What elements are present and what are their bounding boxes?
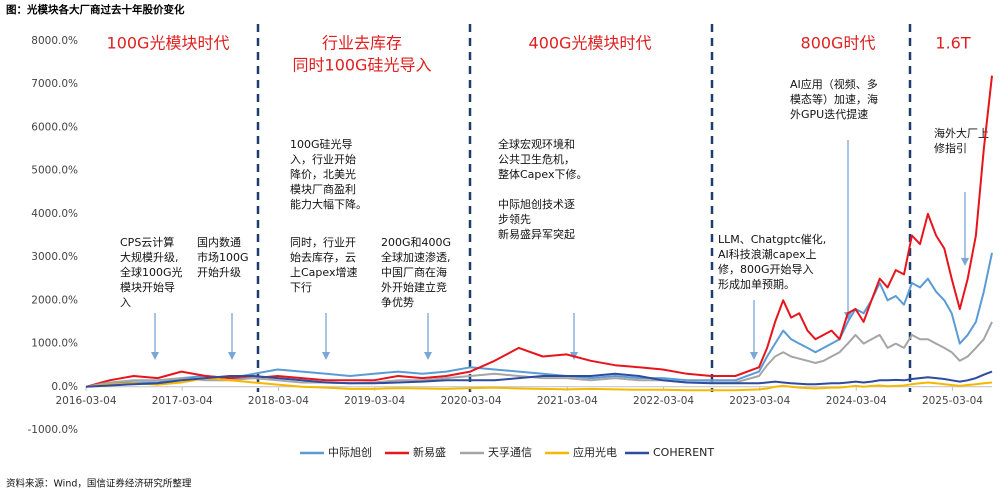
legend-label: 中际旭创 [328,445,372,459]
annotation: 外开始建立竞 [381,280,447,294]
phase-label: 800G时代 [801,34,876,53]
phase-label: 400G光模块时代 [529,34,652,53]
annotation: 中际旭创技术逐 [498,197,575,211]
legend-label: COHERENT [653,446,714,459]
arrows [151,140,969,360]
annotation: 全球宏观环境和 [498,137,575,151]
x-tick-label: 2020-03-04 [441,395,502,407]
annotation: 市场100G [197,250,249,264]
annotation: 外GPU迭代提速 [790,108,868,121]
legend-label: 应用光电 [573,445,617,459]
phase-label: 1.6T [935,34,970,53]
annotation: 大规模升级, [120,250,179,264]
x-tick-label: 2024-03-04 [826,395,887,407]
x-tick-label: 2021-03-04 [537,395,598,407]
y-tick-label: 5000.0% [31,165,78,177]
y-tick-label: 4000.0% [31,208,78,220]
legend-label: 新易盛 [413,445,446,459]
annotation: 同时，行业开 [290,236,356,249]
annotation: 公共卫生危机， [498,152,575,166]
annotation: 全球100G光 [120,265,183,279]
x-tick-label: 2022-03-04 [633,395,694,407]
series-line [85,377,993,392]
annotation: 整体Capex下修。 [498,167,588,181]
annotation: LLM、Chatgptc催化, [718,232,826,246]
y-tick-label: 1000.0% [31,338,78,350]
annotation: 降价，北美光 [290,167,356,181]
annotation: 修指引 [934,141,967,155]
source: 资料来源：Wind，国信证券经济研究所整理 [6,478,192,490]
phase-dividers [256,24,912,392]
annotation: 争优势 [381,295,414,309]
y-tick-label: 7000.0% [31,78,78,90]
annotation: 海外大厂上 [934,126,989,140]
annotation: 全球加速渗透, [381,250,451,264]
y-tick-label: 8000.0% [31,35,78,47]
arrow-head [750,352,758,360]
series-line [85,321,993,388]
arrow-head [424,352,432,360]
annotation: 入，行业开始 [290,152,356,166]
annotation: 中国厂商在海 [381,265,447,279]
annotation: 下行 [290,281,312,294]
arrow-head [961,258,969,266]
x-tick-label: 2017-03-04 [152,395,213,407]
annotation: 修，800G开始导入 [718,262,814,276]
phase-label: 行业去库存 [322,34,402,53]
annotation: 开始升级 [197,265,241,279]
y-tick-label: 6000.0% [31,121,78,133]
phase-label: 同时100G硅光导入 [293,56,432,75]
arrow-head [844,312,852,320]
annotation: 始去库存，云 [290,250,356,264]
y-tick-label: -1000.0% [27,424,78,436]
x-tick-label: 2023-03-04 [729,395,790,407]
x-tick-label: 2016-03-04 [55,395,116,407]
annotation: 100G硅光导 [290,137,353,151]
x-tick-label: 2025-03-04 [922,395,983,407]
series-line [85,252,993,388]
annotation: AI应用（视频、多 [790,77,878,91]
annotation: 国内数通 [197,235,241,249]
annotation: 能力大幅下降。 [290,197,367,211]
legend-label: 天孚通信 [488,446,532,459]
series-line [85,75,993,388]
annotation: CPS云计算 [120,235,174,249]
series-line [85,370,993,388]
x-tick-label: 2019-03-04 [344,395,405,407]
phase-label: 100G光模块时代 [107,34,230,53]
annotation: 模块开始导 [120,280,175,294]
arrow-head [151,352,159,360]
annotation: AI科技浪潮capex上 [718,247,817,261]
arrow-head [228,352,236,360]
arrow-head [322,352,330,360]
x-tick-label: 2018-03-04 [248,395,309,407]
y-tick-label: 3000.0% [31,251,78,263]
annotation: 形成加单预期。 [718,278,795,291]
annotation: 步领先 [498,213,531,226]
annotation: 模态等）加速，海 [790,92,878,106]
annotation: 上Capex增速 [290,265,358,279]
y-tick-label: 2000.0% [31,294,78,306]
annotation: 新易盛异军突起 [498,227,575,241]
annotation: 模块厂商盈利 [290,182,356,196]
y-tick-label: 0.0% [51,381,78,393]
annotation: 200G和400G [381,236,451,249]
chart-title: 图：光模块各大厂商过去十年股价变化 [6,3,185,16]
annotation: 入 [120,296,131,309]
